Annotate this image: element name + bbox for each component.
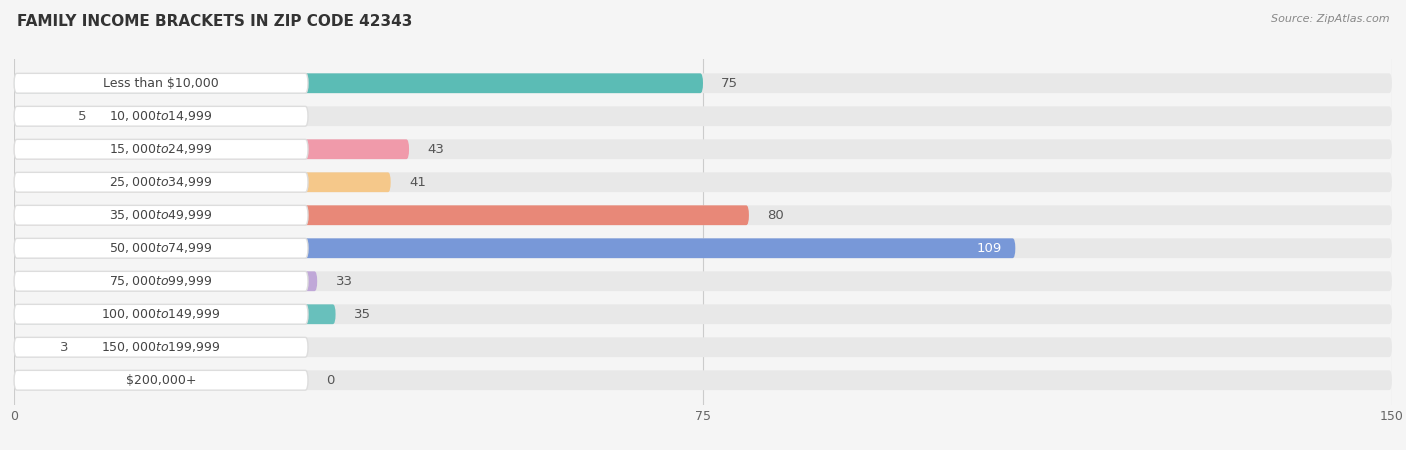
FancyBboxPatch shape [14, 73, 703, 93]
FancyBboxPatch shape [14, 106, 308, 126]
FancyBboxPatch shape [14, 205, 749, 225]
FancyBboxPatch shape [14, 106, 60, 126]
Text: 35: 35 [354, 308, 371, 321]
FancyBboxPatch shape [14, 338, 308, 357]
Text: $150,000 to $199,999: $150,000 to $199,999 [101, 340, 221, 354]
Text: 109: 109 [976, 242, 1001, 255]
Text: $50,000 to $74,999: $50,000 to $74,999 [110, 241, 212, 255]
FancyBboxPatch shape [14, 370, 308, 390]
FancyBboxPatch shape [14, 205, 308, 225]
Text: $15,000 to $24,999: $15,000 to $24,999 [110, 142, 212, 156]
FancyBboxPatch shape [14, 304, 308, 324]
FancyBboxPatch shape [14, 140, 308, 159]
FancyBboxPatch shape [14, 338, 1392, 357]
Text: FAMILY INCOME BRACKETS IN ZIP CODE 42343: FAMILY INCOME BRACKETS IN ZIP CODE 42343 [17, 14, 412, 28]
Text: 0: 0 [326, 374, 335, 387]
FancyBboxPatch shape [14, 304, 1392, 324]
Text: 33: 33 [336, 275, 353, 288]
FancyBboxPatch shape [14, 140, 1392, 159]
Text: $100,000 to $149,999: $100,000 to $149,999 [101, 307, 221, 321]
FancyBboxPatch shape [14, 338, 42, 357]
Text: $10,000 to $14,999: $10,000 to $14,999 [110, 109, 212, 123]
FancyBboxPatch shape [14, 205, 1392, 225]
FancyBboxPatch shape [14, 238, 1392, 258]
Text: 5: 5 [79, 110, 87, 123]
FancyBboxPatch shape [14, 271, 308, 291]
FancyBboxPatch shape [14, 370, 1392, 390]
FancyBboxPatch shape [14, 304, 336, 324]
Text: 75: 75 [721, 77, 738, 90]
Text: Less than $10,000: Less than $10,000 [103, 77, 219, 90]
FancyBboxPatch shape [14, 140, 409, 159]
FancyBboxPatch shape [14, 238, 308, 258]
Text: Source: ZipAtlas.com: Source: ZipAtlas.com [1271, 14, 1389, 23]
Text: 3: 3 [60, 341, 69, 354]
FancyBboxPatch shape [14, 73, 1392, 93]
FancyBboxPatch shape [14, 271, 318, 291]
Text: 43: 43 [427, 143, 444, 156]
FancyBboxPatch shape [14, 172, 1392, 192]
FancyBboxPatch shape [14, 238, 1015, 258]
FancyBboxPatch shape [14, 172, 308, 192]
Text: 80: 80 [768, 209, 785, 222]
FancyBboxPatch shape [14, 73, 308, 93]
FancyBboxPatch shape [14, 172, 391, 192]
Text: $75,000 to $99,999: $75,000 to $99,999 [110, 274, 212, 288]
Text: $35,000 to $49,999: $35,000 to $49,999 [110, 208, 212, 222]
Text: 41: 41 [409, 176, 426, 189]
FancyBboxPatch shape [14, 271, 1392, 291]
FancyBboxPatch shape [14, 106, 1392, 126]
Text: $200,000+: $200,000+ [125, 374, 197, 387]
Text: $25,000 to $34,999: $25,000 to $34,999 [110, 175, 212, 189]
